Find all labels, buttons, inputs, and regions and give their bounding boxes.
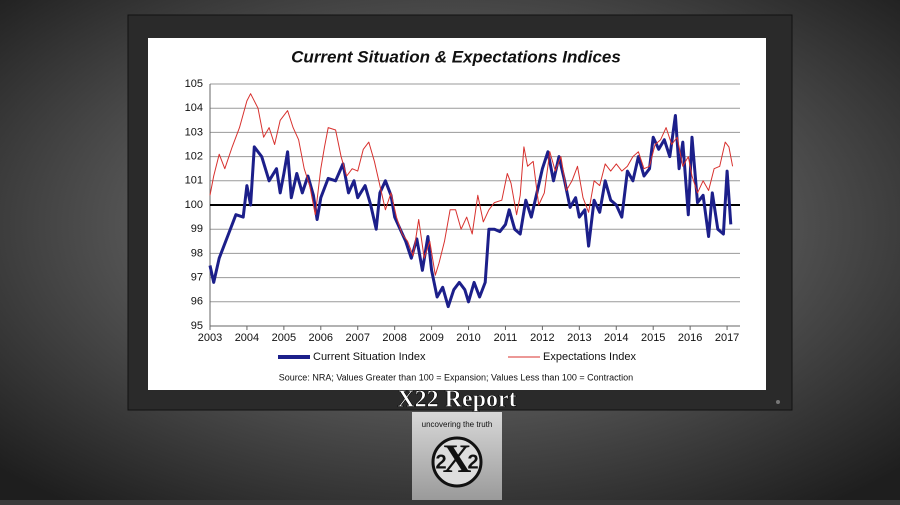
y-tick-label: 100 (185, 199, 203, 211)
series-line (208, 114, 733, 309)
y-tick-label: 97 (191, 272, 203, 284)
y-tick-label: 103 (185, 126, 203, 138)
x-tick-label: 2013 (567, 332, 591, 344)
logo-circle (431, 436, 483, 488)
legend-label: Expectations Index (543, 351, 636, 363)
x-tick-label: 2004 (235, 332, 259, 344)
brand-tagline: uncovering the truth (422, 420, 493, 429)
x-tick-label: 2003 (198, 332, 222, 344)
chart: Current Situation & Expectations Indices… (185, 47, 740, 382)
power-light (776, 400, 780, 404)
source-note: Source: NRA; Values Greater than 100 = E… (279, 372, 633, 382)
y-tick-label: 101 (185, 175, 203, 187)
legend-label: Current Situation Index (313, 351, 426, 363)
x-tick-label: 2017 (715, 332, 739, 344)
logo-char: 2 (467, 451, 478, 473)
y-tick-label: 98 (191, 247, 203, 259)
x-tick-label: 2010 (456, 332, 480, 344)
x-tick-label: 2008 (382, 332, 406, 344)
brand-title: X22 Report (397, 387, 516, 413)
chart-title: Current Situation & Expectations Indices (291, 47, 621, 66)
y-tick-label: 99 (191, 223, 203, 235)
x-tick-label: 2005 (272, 332, 296, 344)
x-tick-label: 2006 (309, 332, 333, 344)
x-tick-label: 2016 (678, 332, 702, 344)
logo-char: 2 (435, 451, 446, 473)
y-tick-label: 102 (185, 151, 203, 163)
series-line (209, 93, 734, 276)
logo-char: X (443, 436, 472, 481)
y-tick-label: 95 (191, 320, 203, 332)
x-tick-label: 2007 (345, 332, 369, 344)
x-tick-label: 2014 (604, 332, 628, 344)
y-tick-label: 96 (191, 296, 203, 308)
y-tick-label: 104 (185, 102, 203, 114)
x-tick-label: 2012 (530, 332, 554, 344)
y-tick-label: 105 (185, 78, 203, 90)
x-tick-label: 2015 (641, 332, 665, 344)
x-tick-label: 2009 (419, 332, 443, 344)
x-tick-label: 2011 (494, 332, 518, 344)
